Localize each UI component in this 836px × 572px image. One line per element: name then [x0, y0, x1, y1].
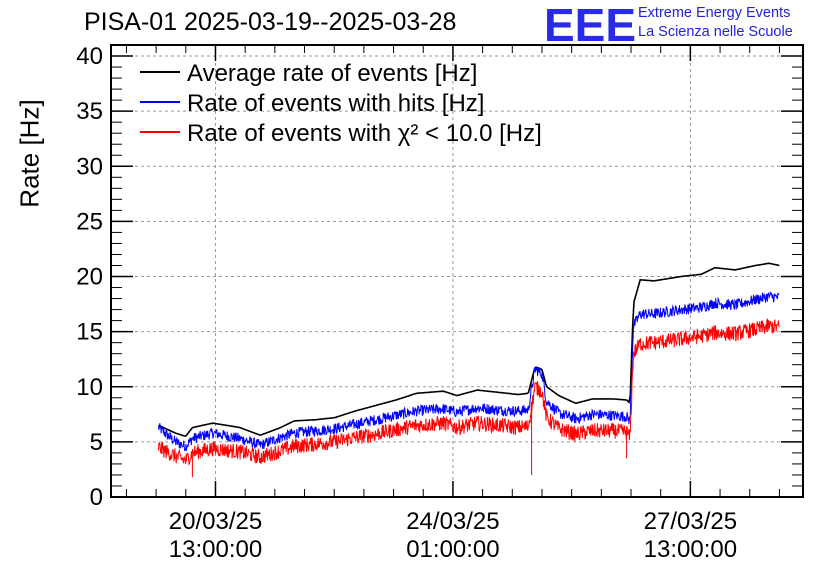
y-tick-label: 40 [76, 43, 103, 70]
eee-logo: EEE [544, 0, 637, 51]
x-tick-label-time: 13:00:00 [644, 536, 737, 563]
y-tick-label: 35 [76, 98, 103, 125]
legend-label-2: Rate of events with χ² < 10.0 [Hz] [187, 120, 542, 147]
y-tick-label: 5 [90, 429, 103, 456]
y-tick-label: 25 [76, 208, 103, 235]
y-tick-label: 20 [76, 264, 103, 291]
legend-label-1: Rate of events with hits [Hz] [187, 90, 484, 117]
y-tick-label: 0 [90, 484, 103, 511]
y-tick-label: 15 [76, 319, 103, 346]
ticks-layer: 051015202530354020/03/2513:00:0024/03/25… [76, 43, 803, 563]
x-tick-label-date: 24/03/25 [406, 508, 499, 535]
logo-line-2: La Scienza nelle Scuole [638, 24, 793, 40]
y-tick-label: 30 [76, 153, 103, 180]
series-layer [158, 262, 780, 478]
series-line-0 [158, 262, 780, 437]
plot-frame [110, 44, 804, 498]
logo-caption: Extreme Energy Events La Scienza nelle S… [638, 4, 793, 42]
logo-line-1: Extreme Energy Events [638, 5, 791, 21]
x-tick-label-time: 13:00:00 [169, 536, 262, 563]
series-line-1 [158, 291, 780, 452]
x-tick-label-date: 27/03/25 [644, 508, 737, 535]
legend: Average rate of events [Hz] Rate of event… [140, 60, 542, 147]
y-axis-label: Rate [Hz] [14, 99, 45, 208]
legend-label-0: Average rate of events [Hz] [187, 60, 477, 87]
x-tick-label-time: 01:00:00 [406, 536, 499, 563]
x-tick-label-date: 20/03/25 [169, 508, 262, 535]
series-line-2 [158, 318, 780, 478]
chart-title: PISA-01 2025-03-19--2025-03-28 [84, 8, 457, 36]
y-tick-label: 10 [76, 374, 103, 401]
